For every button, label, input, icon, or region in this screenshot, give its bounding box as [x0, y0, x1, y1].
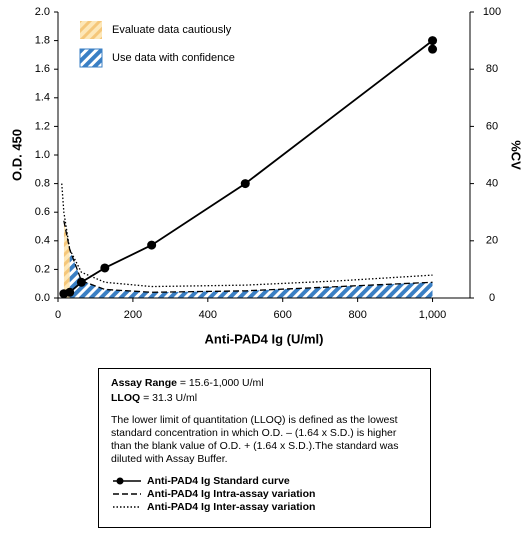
series-line [61, 183, 433, 288]
series-line [63, 38, 434, 295]
x-tick-label: 400 [199, 309, 217, 321]
y-tick-label: 1.0 [35, 149, 50, 161]
y-tick-label: 0.6 [35, 206, 50, 218]
point [76, 277, 86, 287]
y-tick-label: 1.4 [35, 92, 50, 104]
point [428, 44, 438, 54]
value: = 15.6-1,000 U/ml [179, 377, 264, 389]
legend-swatch [80, 21, 102, 39]
y-tick-label: 1.6 [35, 63, 50, 75]
label: Assay Range [111, 377, 177, 389]
y-tick-label: 0.2 [35, 263, 50, 275]
region-area [69, 249, 433, 298]
x-axis-title: Anti-PAD4 Ig (U/ml) [205, 331, 324, 346]
y-tick-label: 2.0 [35, 6, 50, 18]
y2-axis-title: %CV [509, 140, 524, 170]
legend-swatch [79, 48, 103, 68]
y-tick-label: 0.8 [35, 178, 50, 190]
y-tick-label: 1.8 [35, 35, 50, 47]
y2-tick-label: 60 [486, 120, 498, 132]
y2-tick-label: 20 [486, 235, 498, 247]
x-tick-label: 600 [274, 309, 292, 321]
legend-marker [116, 477, 124, 485]
assay-range: Assay Range = 15.6-1,000 U/ml [111, 377, 418, 390]
point [240, 179, 250, 189]
info-box: Assay Range = 15.6-1,000 U/ml LLOQ = 31.… [98, 368, 431, 528]
y2-tick-label: 0 [489, 292, 495, 304]
legend-label: Anti-PAD4 Ig Standard curve [147, 475, 290, 487]
x-tick-label: 0 [55, 309, 61, 321]
point [147, 240, 157, 250]
x-tick-label: 200 [124, 309, 142, 321]
series-line [63, 220, 433, 293]
y2-tick-label: 40 [486, 178, 498, 190]
value: = 31.3 U/ml [143, 392, 198, 404]
legend-label: Evaluate data cautiously [112, 24, 232, 36]
point [100, 263, 110, 273]
point [428, 36, 438, 46]
lloq: LLOQ = 31.3 U/ml [111, 392, 418, 405]
y-tick-label: 0.0 [35, 292, 50, 304]
label: LLOQ [111, 392, 141, 404]
chart: O.D. 450 %CV Anti-PAD4 Ig (U/ml) 0.0 0.2 0… [9, 6, 524, 347]
point [65, 287, 75, 297]
legend-label: Anti-PAD4 Ig Inter-assay variation [147, 501, 315, 513]
y2-tick-label: 80 [486, 63, 498, 75]
region-area [63, 220, 70, 298]
paragraph: The lower limit of quantitation (LLOQ) i… [111, 414, 399, 465]
y-tick-label: 0.4 [35, 235, 50, 247]
x-tick-label: 1,000 [419, 309, 447, 321]
x-tick-label: 800 [348, 309, 366, 321]
legend-label: Use data with confidence [112, 52, 235, 64]
legend-label: Anti-PAD4 Ig Intra-assay variation [147, 488, 315, 500]
y-tick-label: 1.2 [35, 120, 50, 132]
y-axis-title: O.D. 450 [9, 129, 24, 181]
y2-tick-label: 100 [483, 6, 501, 18]
